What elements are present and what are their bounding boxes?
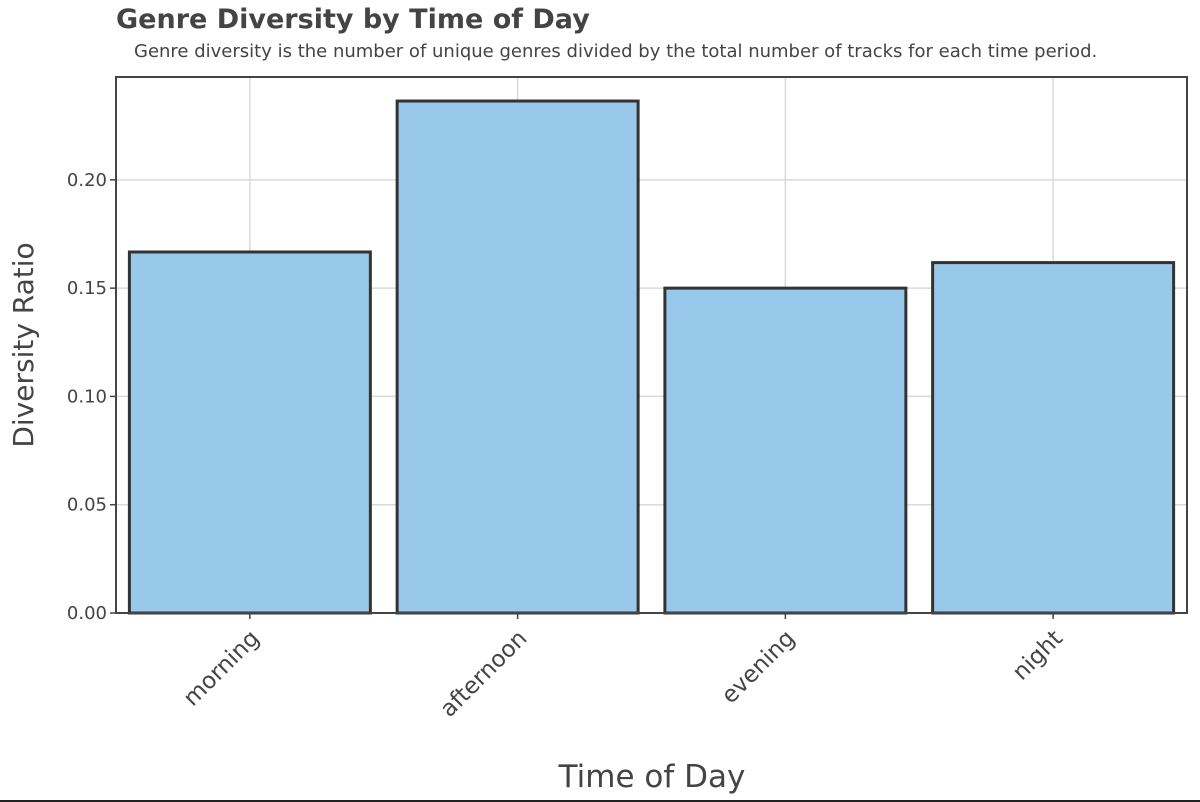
bottom-border [0,800,1200,802]
y-axis-ticks: 0.00 0.05 0.10 0.15 0.20 [67,170,116,624]
x-tick-label: night [1008,625,1068,685]
bar-evening [663,286,908,615]
x-tick-label: evening [717,625,800,708]
y-axis-label: Diversity Ratio [7,242,40,447]
chart-subtitle: Genre diversity is the number of unique … [134,41,1098,62]
y-tick-label: 0.10 [67,386,107,407]
bar-night [931,261,1176,615]
y-tick-label: 0.15 [67,278,107,299]
x-tick-label: afternoon [435,625,532,722]
y-tick-label: 0.00 [67,603,107,624]
chart-title: Genre Diversity by Time of Day [116,4,590,35]
x-axis-ticks: morning afternoon evening night [179,613,1068,723]
bar-afternoon [395,99,640,615]
bars [127,99,1176,615]
y-tick-label: 0.05 [67,495,107,516]
x-axis-label: Time of Day [558,759,746,795]
plot-frame [115,76,1188,614]
x-tick-label: morning [179,625,265,711]
y-tick-label: 0.20 [67,170,107,191]
bar-morning [127,250,372,615]
